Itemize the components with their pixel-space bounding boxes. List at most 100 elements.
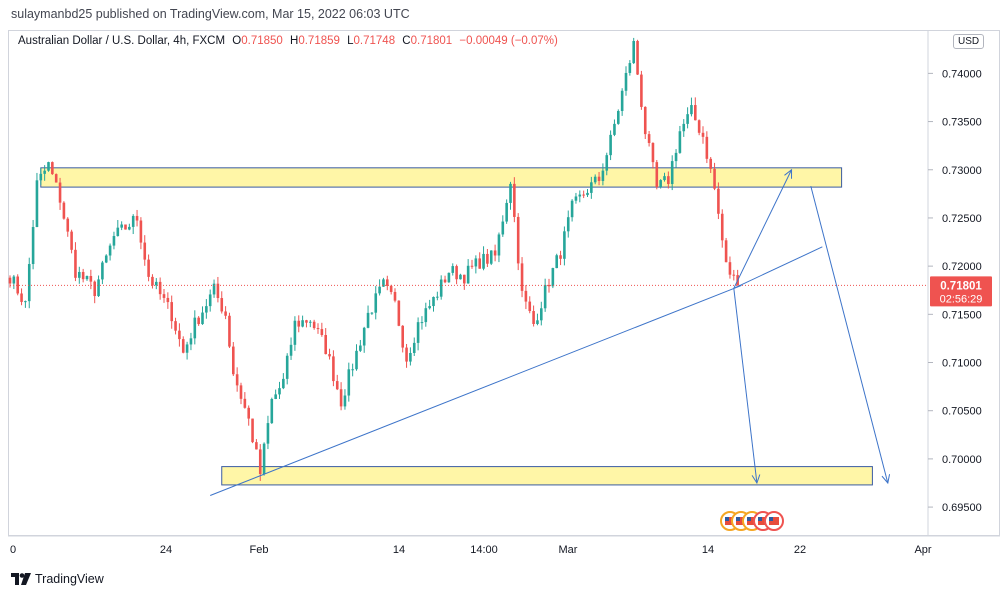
candle-body-34 — [139, 220, 143, 243]
low-value: 0.71748 — [353, 35, 396, 47]
candle-body-42 — [170, 302, 173, 322]
price-zone-0[interactable] — [40, 167, 843, 188]
candle-body-2 — [16, 276, 19, 294]
price-badge-value: 0.71801 — [940, 280, 982, 292]
candle-body-9 — [43, 170, 46, 174]
candle-body-77 — [305, 320, 308, 323]
arrow-2[interactable] — [733, 288, 758, 484]
trendline-1[interactable] — [733, 246, 823, 289]
candle-body-82 — [324, 335, 327, 355]
candle-body-144 — [563, 231, 566, 259]
time-tick-label-3: 14 — [393, 544, 405, 556]
close-value: 0.71801 — [410, 35, 453, 47]
candle-body-59 — [235, 374, 239, 386]
time-tick-label-6: 14 — [702, 544, 714, 556]
candle-body-67 — [266, 423, 270, 444]
candle-body-111 — [436, 296, 439, 298]
candle-body-185 — [720, 213, 724, 241]
arrow-3[interactable] — [733, 169, 792, 289]
candle-body-5 — [27, 264, 31, 302]
candle-body-181 — [705, 136, 709, 159]
candle-body-139 — [543, 284, 547, 309]
candle-body-50 — [201, 312, 204, 325]
candle-body-186 — [724, 240, 728, 263]
candle-body-104 — [409, 352, 412, 362]
candle-body-171 — [667, 176, 670, 185]
price-badge-countdown: 02:56:29 — [940, 293, 983, 305]
candle-body-115 — [451, 266, 455, 273]
candle-body-119 — [466, 265, 470, 284]
candle-body-46 — [185, 344, 189, 353]
candle-body-161 — [628, 63, 632, 73]
candle-body-84 — [332, 356, 335, 382]
candle-body-38 — [155, 281, 158, 286]
candle-body-125 — [489, 250, 493, 264]
candle-body-26 — [108, 245, 112, 256]
candle-body-23 — [97, 279, 100, 297]
arrow-head-4 — [881, 474, 891, 485]
candle-body-178 — [694, 105, 697, 121]
candle-body-134 — [524, 290, 528, 302]
candle-body-123 — [482, 253, 485, 269]
candle-body-48 — [193, 317, 197, 339]
price-tick-label-3: 0.72500 — [942, 213, 982, 225]
candle-body-136 — [532, 311, 535, 324]
candle-body-184 — [717, 188, 720, 214]
candle-body-27 — [112, 236, 116, 246]
candle-body-132 — [516, 216, 520, 264]
candle-body-87 — [343, 395, 347, 407]
candle-series — [8, 37, 739, 481]
candle-body-1 — [12, 276, 16, 284]
candle-body-140 — [547, 284, 551, 287]
candle-body-167 — [651, 142, 655, 163]
candle-body-114 — [447, 272, 451, 283]
candle-body-79 — [312, 321, 316, 329]
candle-body-112 — [439, 279, 443, 297]
candle-body-93 — [366, 312, 370, 328]
candle-body-83 — [328, 354, 331, 357]
close-label: C — [402, 35, 411, 47]
currency-button[interactable]: USD — [953, 34, 985, 49]
candle-body-172 — [670, 161, 674, 185]
candle-body-151 — [590, 182, 593, 193]
arrow-4[interactable] — [810, 186, 889, 484]
event-flag-stripes-2 — [747, 517, 757, 525]
candle-body-32 — [131, 215, 135, 227]
candle-body-166 — [647, 134, 651, 143]
price-tick-label-2: 0.73000 — [942, 165, 982, 177]
candle-body-180 — [701, 132, 705, 137]
arrow-head-2 — [751, 474, 761, 485]
candle-body-174 — [678, 131, 682, 153]
trendline-0[interactable] — [210, 284, 742, 496]
candle-body-10 — [47, 162, 50, 171]
price-zone-1[interactable] — [221, 466, 873, 486]
candle-body-17 — [74, 249, 77, 278]
candle-body-8 — [39, 173, 43, 181]
candle-body-155 — [605, 155, 609, 171]
candle-body-108 — [424, 308, 428, 323]
candle-body-188 — [732, 274, 736, 276]
candle-body-16 — [70, 231, 73, 250]
candle-body-91 — [359, 345, 362, 351]
event-flag-canton-1 — [736, 517, 740, 521]
candle-body-130 — [509, 183, 512, 203]
candle-body-19 — [81, 271, 85, 280]
tradingview-logo[interactable]: TradingView — [11, 572, 104, 586]
time-tick-label-2: Feb — [250, 544, 269, 556]
candle-body-39 — [158, 281, 162, 295]
event-flag-stripes-4 — [769, 517, 779, 525]
candle-body-117 — [459, 274, 462, 280]
candle-body-129 — [505, 202, 508, 222]
tradingview-logo-icon — [11, 573, 31, 585]
candle-body-160 — [624, 72, 628, 91]
candle-body-173 — [674, 152, 678, 162]
change-value: −0.00049 (−0.07%) — [459, 35, 558, 47]
candle-body-116 — [455, 266, 458, 280]
candle-body-45 — [181, 339, 185, 353]
candle-body-56 — [224, 311, 227, 316]
price-axis-ticks: 0.74000 0.73500 0.73000 0.72500 0.72000 0.715… — [928, 68, 982, 514]
candle-body-106 — [416, 322, 420, 343]
candle-body-74 — [293, 320, 297, 345]
candle-body-109 — [428, 306, 431, 309]
